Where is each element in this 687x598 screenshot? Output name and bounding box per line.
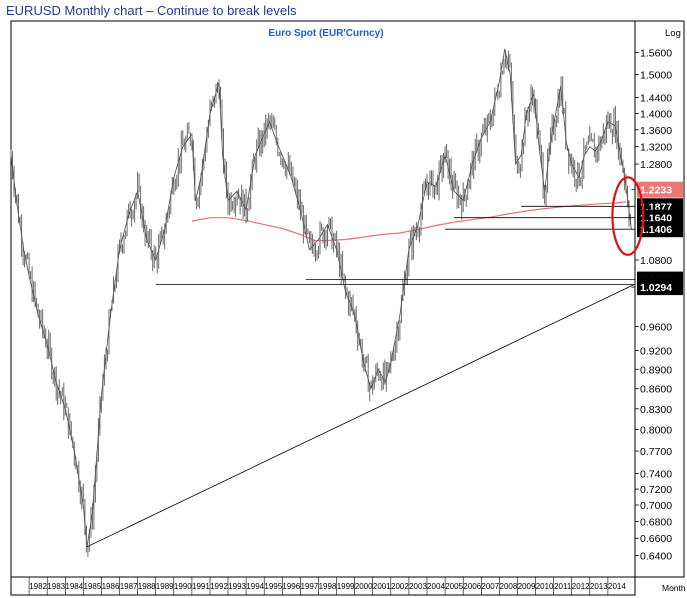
year-tick-label: 2011 (554, 582, 572, 591)
price-tick-label: 1.4000 (640, 108, 672, 120)
year-tick-label: 1990 (174, 582, 192, 591)
year-tick-label: 1996 (282, 582, 300, 591)
year-tick-label: 1983 (47, 582, 65, 591)
series-title: Euro Spot (EUR'Curncy) (268, 28, 383, 39)
year-tick-label: 2009 (518, 582, 536, 591)
price-ticks-layer: 1.5600 1.5000 1.4400 1.4000 1.3600 1.3200 1.28… (635, 47, 672, 563)
price-tick-label: 0.8300 (640, 404, 672, 416)
year-tick-label: 2013 (590, 582, 608, 591)
price-tick-label: 0.6400 (640, 551, 672, 563)
price-tick-label: 0.9200 (640, 346, 672, 358)
highlight-ellipse (611, 176, 645, 256)
price-tick-label: 0.8600 (640, 384, 672, 396)
time-axis-panel (10, 576, 636, 596)
level-tag (637, 279, 683, 296)
year-tick-label: 1993 (228, 582, 246, 591)
price-tick-label: 0.7000 (640, 500, 672, 512)
year-tick-label: 1982 (29, 582, 47, 591)
level-tag (637, 181, 683, 198)
year-tick-label: 2010 (536, 582, 554, 591)
price-tick-label: 0.8900 (640, 364, 672, 376)
year-tick-label: 2007 (481, 582, 499, 591)
year-tick-label: 2012 (572, 582, 590, 591)
moving-average-layer (191, 201, 627, 242)
year-tick-label: 1995 (264, 582, 282, 591)
price-tick-label: 1.2800 (640, 159, 672, 171)
year-tick-label: 2001 (373, 582, 391, 591)
price-tick-label: 1.5600 (640, 47, 672, 59)
price-tick-label: 1.4400 (640, 93, 672, 105)
level-tag-label: 1.2233 (640, 185, 672, 197)
price-tick-label: 0.7400 (640, 469, 672, 481)
price-tick-label: 1.5000 (640, 70, 672, 82)
year-tick-label: 1986 (102, 582, 120, 591)
price-tick-label: 1.0800 (640, 255, 672, 267)
highlight-layer (611, 176, 645, 256)
log-scale-label: Log (665, 28, 681, 39)
year-tick-label: 1985 (84, 582, 102, 591)
year-tick-label: 1994 (246, 582, 264, 591)
year-tick-label: 1989 (156, 582, 174, 591)
trendline-layer (86, 283, 636, 548)
price-line (10, 48, 632, 547)
price-tick-label: 0.7700 (640, 446, 672, 458)
year-tick-label: 2004 (427, 582, 445, 591)
year-tick-label: 1988 (138, 582, 156, 591)
year-tick-label: 2008 (500, 582, 518, 591)
price-tick-label: 0.9600 (640, 322, 672, 334)
price-axis-panel (634, 20, 685, 578)
plot-frame (10, 20, 636, 578)
price-tick-label: 0.6600 (640, 533, 672, 545)
moving-average-line (191, 201, 627, 242)
level-tag (637, 221, 683, 238)
horizontal-levels-layer (155, 189, 635, 288)
price-series-layer (10, 48, 632, 557)
year-tick-label: 2003 (409, 582, 427, 591)
price-tick-label: 0.8000 (640, 425, 672, 437)
year-tick-label: 2006 (463, 582, 481, 591)
year-tick-label: 1999 (337, 582, 355, 591)
year-tick-label: 2014 (608, 582, 626, 591)
year-tick-label: 1998 (319, 582, 337, 591)
price-tick-label: 0.6800 (640, 516, 672, 528)
level-tag-label: 1.0294 (640, 282, 672, 294)
year-ticks-layer: 1982 1983 1984 1985 1986 1987 1988 1989 1990 1991… (28, 577, 626, 595)
year-tick-label: 1992 (210, 582, 228, 591)
level-tags-layer: 1.22331.18771.16401.14061.04331.03411.02… (637, 181, 683, 296)
year-tick-label: 2005 (445, 582, 463, 591)
year-tick-label: 1987 (120, 582, 138, 591)
year-tick-label: 2000 (355, 582, 373, 591)
year-tick-label: 1991 (192, 582, 210, 591)
price-tick-label: 1.3200 (640, 142, 672, 154)
year-tick-label: 1997 (301, 582, 319, 591)
support-trendline (86, 283, 636, 548)
period-label: Month (662, 583, 686, 593)
level-tag-label: 1.1406 (640, 224, 672, 236)
year-tick-label: 1984 (65, 582, 83, 591)
chart-caption: EURUSD Monthly chart – Continue to break… (6, 3, 297, 18)
price-tick-label: 0.7200 (640, 484, 672, 496)
price-tick-label: 1.3600 (640, 125, 672, 137)
year-tick-label: 2002 (391, 582, 409, 591)
